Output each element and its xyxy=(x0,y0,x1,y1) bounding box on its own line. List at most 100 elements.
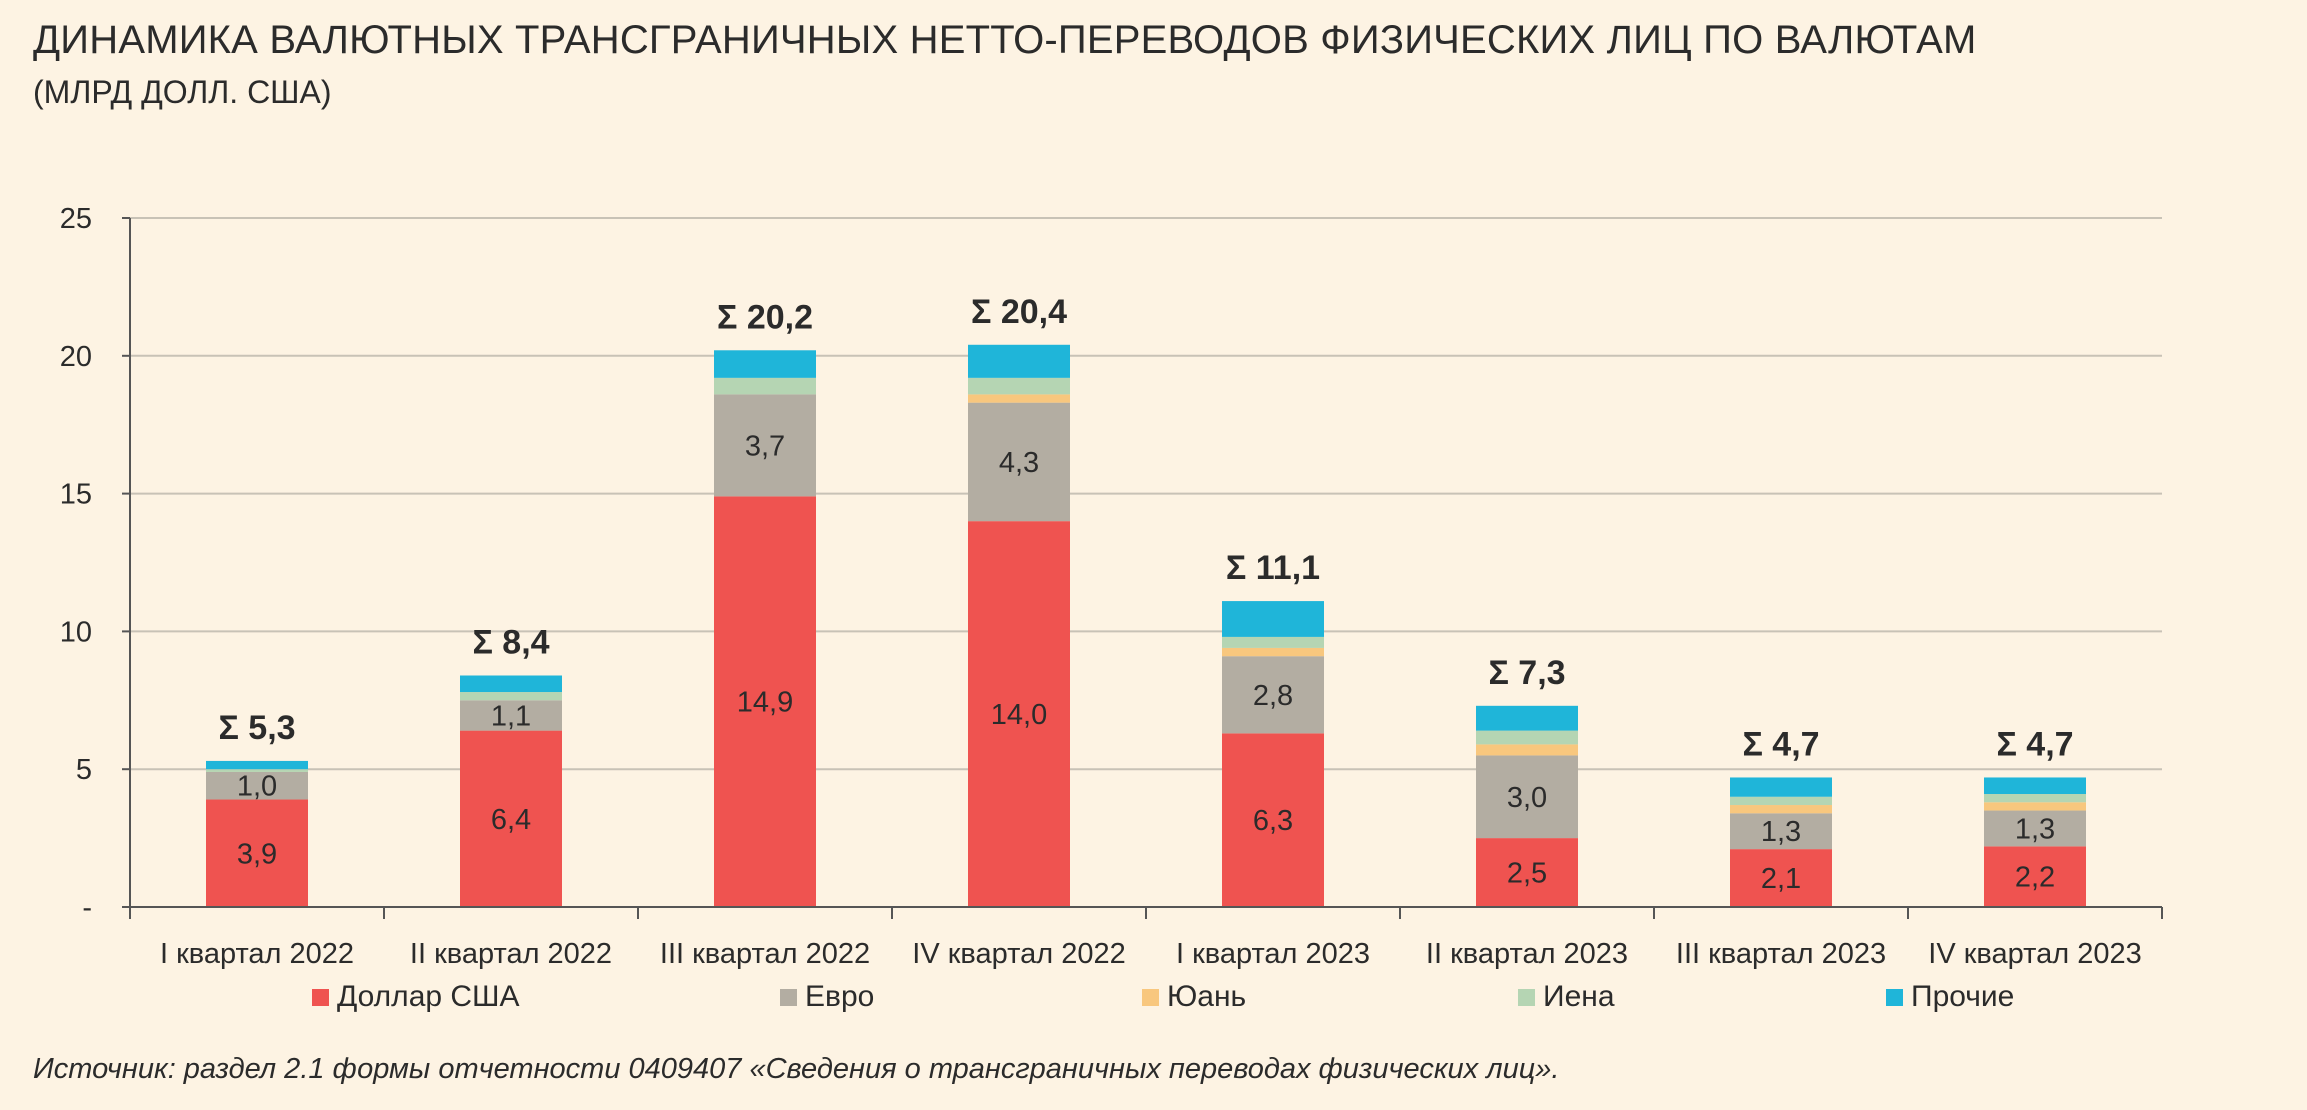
bar-segment xyxy=(1476,755,1578,839)
bar-segment xyxy=(1476,744,1578,756)
bar-segment xyxy=(1730,796,1832,806)
bar-segment xyxy=(1476,838,1578,907)
data-label: 3,9 xyxy=(237,838,277,870)
y-tick-label: 10 xyxy=(60,616,92,648)
legend-label: Доллар США xyxy=(337,980,520,1013)
legend-item: Иена xyxy=(1518,980,1615,1014)
data-label: 6,4 xyxy=(491,804,531,836)
total-label: Σ 7,3 xyxy=(1488,654,1565,692)
bar-segment xyxy=(714,377,816,395)
y-tick-label: 20 xyxy=(60,341,92,373)
bar-segment xyxy=(1984,846,2086,907)
chart-subtitle: (МЛРД ДОЛЛ. США) xyxy=(33,74,332,110)
legend-swatch xyxy=(312,988,329,1006)
bar-segment xyxy=(1222,601,1324,637)
total-label: Σ 8,4 xyxy=(472,623,549,661)
legend-item: Юань xyxy=(1142,980,1246,1014)
bar-segment xyxy=(460,700,562,731)
y-tick-label: 5 xyxy=(76,754,92,786)
bar-segment xyxy=(1222,636,1324,648)
bar-segment xyxy=(206,771,308,800)
x-tick-label: III квартал 2023 xyxy=(1676,938,1886,970)
y-axis-ticks: - 5 10 15 20 25 xyxy=(60,203,130,924)
bar-segment xyxy=(968,402,1070,522)
legend-swatch xyxy=(1142,988,1159,1006)
x-tick-label: IV квартал 2023 xyxy=(1928,938,2141,970)
bar-segment xyxy=(1222,647,1324,657)
bar-segment xyxy=(1730,813,1832,850)
legend-label: Иена xyxy=(1543,980,1615,1013)
chart-bars: 3,9 1,0 Σ 5,3 6,4 1,1 Σ 8,4 14,9 3,7 Σ 20,2 14,0 4… xyxy=(206,293,2086,907)
bar-segment xyxy=(714,350,816,378)
data-label: 2,8 xyxy=(1253,680,1293,712)
data-label: 2,5 xyxy=(1507,858,1547,890)
bar-segment xyxy=(1222,733,1324,907)
bar-segment xyxy=(1984,794,2086,803)
data-label: 1,0 xyxy=(237,771,277,803)
x-tick-label: IV квартал 2022 xyxy=(912,938,1125,970)
y-tick-label: - xyxy=(82,892,92,924)
y-tick-label: 25 xyxy=(60,203,92,235)
data-label: 2,1 xyxy=(1761,863,1801,895)
legend-swatch xyxy=(780,988,797,1006)
bar-segment xyxy=(1222,656,1324,734)
x-tick-label: I квартал 2023 xyxy=(1176,938,1370,970)
legend-item: Доллар США xyxy=(312,980,520,1014)
legend-swatch xyxy=(1886,988,1903,1006)
data-label: 4,3 xyxy=(999,447,1039,479)
bar-segment xyxy=(460,692,562,701)
x-tick-label: II квартал 2022 xyxy=(410,938,612,970)
total-label: Σ 11,1 xyxy=(1226,549,1320,587)
legend-label: Юань xyxy=(1167,980,1247,1013)
y-tick-label: 15 xyxy=(60,479,92,511)
chart-grid xyxy=(130,217,2162,771)
bar-segment xyxy=(206,769,308,772)
total-label: Σ 20,4 xyxy=(971,293,1067,331)
legend-item: Евро xyxy=(780,980,874,1014)
bar-segment xyxy=(1476,730,1578,745)
x-axis-ticks: I квартал 2022 II квартал 2022 III квартал… xyxy=(129,907,2163,970)
bar-segment xyxy=(460,730,562,907)
chart-legend: Доллар США Евро Юань Иена Прочие xyxy=(0,980,2307,1020)
data-label: 14,0 xyxy=(991,699,1047,731)
bar-segment xyxy=(206,760,308,770)
bar-segment xyxy=(714,496,816,907)
bar-segment xyxy=(968,344,1070,378)
total-label: Σ 5,3 xyxy=(218,709,295,747)
x-tick-label: II квартал 2023 xyxy=(1426,938,1628,970)
x-tick-label: III квартал 2022 xyxy=(660,938,870,970)
legend-item: Прочие xyxy=(1886,980,2014,1014)
data-label: 6,3 xyxy=(1253,805,1293,837)
bar-segment xyxy=(714,394,816,497)
legend-swatch xyxy=(1518,988,1535,1006)
bar-segment xyxy=(968,394,1070,403)
bar-segment xyxy=(206,799,308,907)
legend-label: Прочие xyxy=(1911,980,2015,1013)
total-label: Σ 4,7 xyxy=(1996,725,2073,763)
bar-segment xyxy=(968,377,1070,395)
data-label: 3,0 xyxy=(1507,782,1547,814)
bar-segment xyxy=(1730,849,1832,907)
total-label: Σ 4,7 xyxy=(1742,725,1819,763)
x-tick-label: I квартал 2022 xyxy=(160,938,354,970)
bar-segment xyxy=(1984,802,2086,811)
bar-segment xyxy=(1984,777,2086,795)
bar-segment xyxy=(1984,810,2086,847)
bar-segment xyxy=(460,675,562,693)
source-note: Источник: раздел 2.1 формы отчетности 04… xyxy=(33,1053,1560,1085)
data-label: 14,9 xyxy=(737,687,793,719)
bar-segment xyxy=(1476,705,1578,731)
chart-axes xyxy=(129,218,2162,908)
data-label: 1,1 xyxy=(491,700,531,732)
data-label: 1,3 xyxy=(2015,813,2055,845)
data-label: 1,3 xyxy=(1761,816,1801,848)
total-label: Σ 20,2 xyxy=(717,298,813,336)
bar-segment xyxy=(1730,777,1832,797)
chart-title: ДИНАМИКА ВАЛЮТНЫХ ТРАНСГРАНИЧНЫХ НЕТТО-П… xyxy=(33,18,1977,62)
legend-label: Евро xyxy=(805,980,875,1013)
bar-segment xyxy=(1730,805,1832,814)
data-label: 2,2 xyxy=(2015,862,2055,894)
bar-segment xyxy=(968,521,1070,907)
data-label: 3,7 xyxy=(745,430,785,462)
